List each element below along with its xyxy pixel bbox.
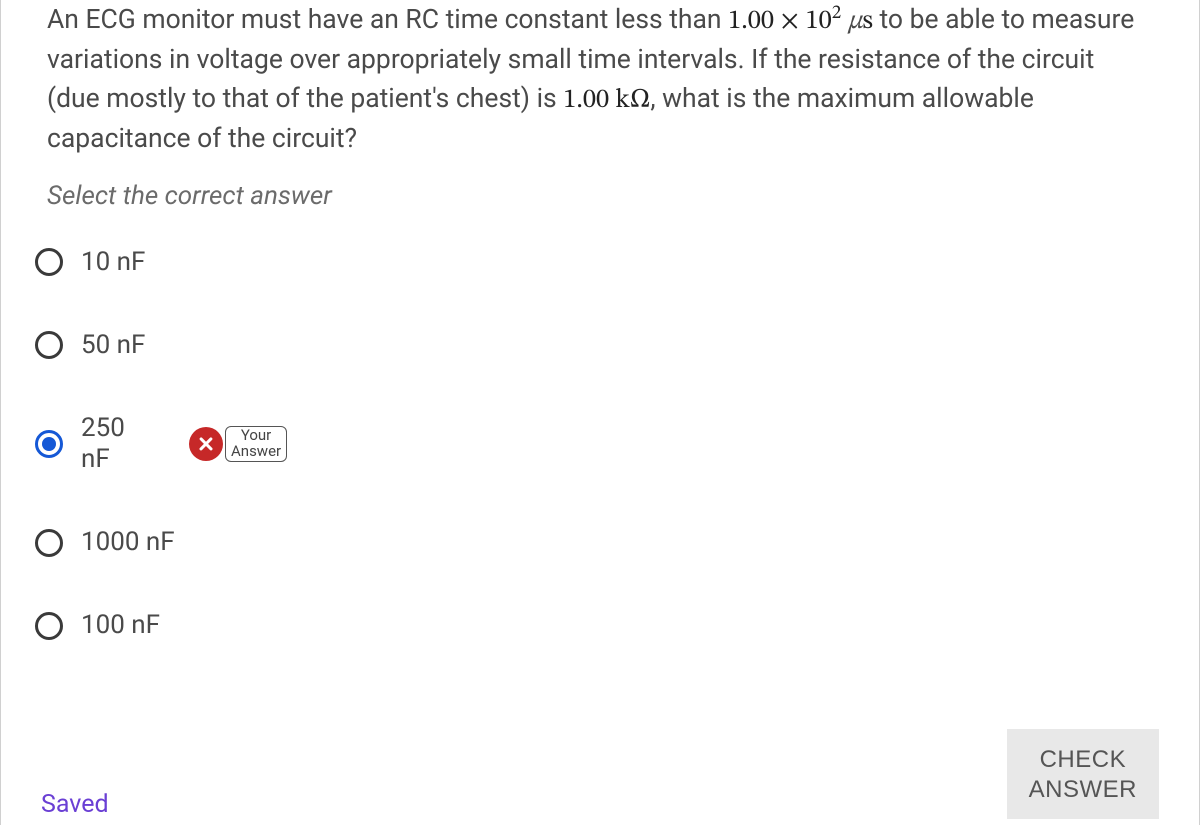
option-label: 1000 nF xyxy=(81,527,175,558)
badge-line2: Answer xyxy=(231,442,281,460)
question-pre: An ECG monitor must have an RC time cons… xyxy=(47,4,728,35)
option-label: 250 nF xyxy=(81,413,151,475)
instruction-text: Select the correct answer xyxy=(47,181,1153,211)
option-label: 10 nF xyxy=(81,247,145,278)
option-row[interactable]: 250 nF Your Answer xyxy=(35,413,1199,475)
option-row[interactable]: 50 nF xyxy=(35,330,1199,361)
question-value1-mu: μ xyxy=(848,9,863,35)
check-answer-button[interactable]: CHECK ANSWER xyxy=(1007,729,1159,819)
question-value2: 1.00 kΩ xyxy=(563,88,650,114)
incorrect-badge: Your Answer xyxy=(189,426,287,463)
question-block: An ECG monitor must have an RC time cons… xyxy=(1,0,1199,211)
radio-checked-icon[interactable] xyxy=(35,430,63,458)
option-label: 100 nF xyxy=(81,610,160,641)
question-text: An ECG monitor must have an RC time cons… xyxy=(47,0,1153,159)
option-row[interactable]: 10 nF xyxy=(35,247,1199,278)
radio-unchecked-icon[interactable] xyxy=(35,248,63,276)
footer: Saved CHECK ANSWER xyxy=(1,729,1199,825)
option-row[interactable]: 100 nF xyxy=(35,610,1199,641)
radio-unchecked-icon[interactable] xyxy=(35,331,63,359)
check-line1: CHECK xyxy=(1040,746,1127,773)
x-circle-icon xyxy=(189,427,223,461)
radio-unchecked-icon[interactable] xyxy=(35,612,63,640)
options-group: 10 nF 50 nF 250 nF Your Answer 1000 nF 1… xyxy=(1,247,1199,642)
question-value1-base: 1.00 × 10 xyxy=(728,9,832,35)
radio-unchecked-icon[interactable] xyxy=(35,529,63,557)
your-answer-box: Your Answer xyxy=(225,426,287,463)
question-value1-exp: 2 xyxy=(832,3,841,23)
question-value1-s: s xyxy=(862,9,872,35)
option-label: 50 nF xyxy=(81,330,145,361)
option-row[interactable]: 1000 nF xyxy=(35,527,1199,558)
check-line2: ANSWER xyxy=(1029,776,1137,803)
saved-status: Saved xyxy=(41,790,109,819)
